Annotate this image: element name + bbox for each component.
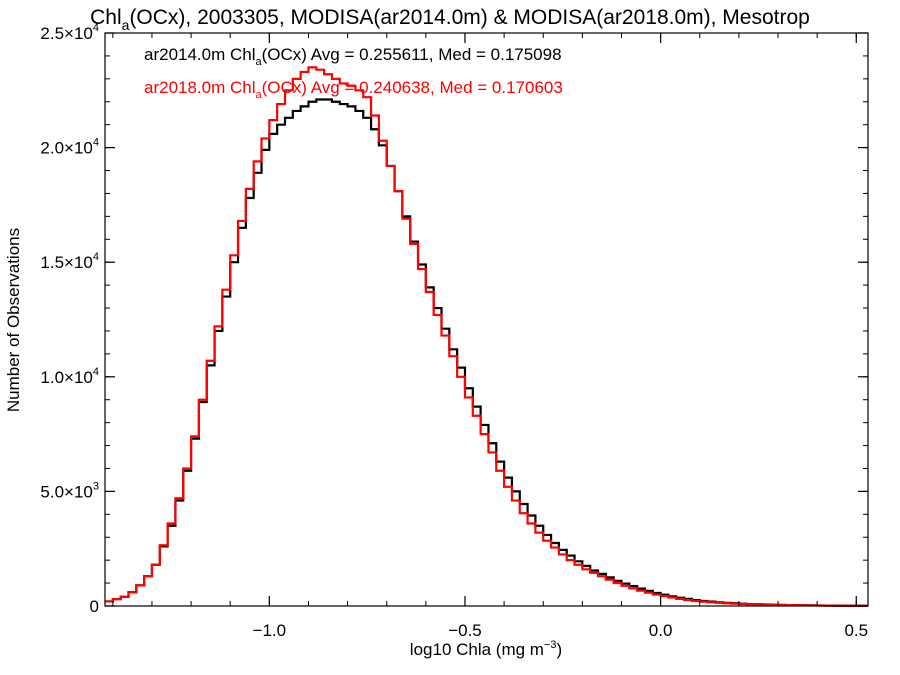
x-tick-label-1: −0.5: [448, 621, 482, 640]
y-tick-label-3: 1.5×104: [40, 251, 99, 272]
x-axis-label: log10 Chla (mg m−3): [410, 639, 562, 659]
y-tick-label-5: 2.5×104: [40, 22, 99, 43]
y-tick-label-4: 2.0×104: [40, 137, 99, 158]
chart-title-pre: Chl: [90, 6, 122, 29]
y-axis-label: Number of Observations: [4, 228, 23, 412]
legend-entry-ar2018-post: (OCx) Avg = 0.240638, Med = 0.170603: [262, 78, 563, 97]
legend-entry-ar2018: ar2018.0m Chla(OCx) Avg = 0.240638, Med …: [144, 78, 563, 101]
x-axis-label-pre: log10 Chla (mg m: [410, 640, 544, 659]
x-tick-label-0: −1.0: [253, 621, 287, 640]
x-tick-label-3: 0.5: [844, 621, 868, 640]
y-tick-label-1: 5.0×103: [40, 480, 99, 501]
series-layer: [105, 66, 868, 607]
legend-entry-ar2018-pre: ar2018.0m Chl: [144, 78, 256, 97]
x-tick-label-2: 0.0: [649, 621, 673, 640]
ticks-layer: −1.0 −0.5 0.0 0.5 0 5.0×103 1.0×104 1.5×104 2.0×…: [40, 22, 868, 640]
legend-entry-ar2014: ar2014.0m Chla(OCx) Avg = 0.255611, Med …: [144, 45, 562, 68]
legend-entry-ar2018-sub: a: [256, 89, 263, 101]
chart-title: Chla(OCx), 2003305, MODISA(ar2014.0m) & …: [90, 6, 810, 33]
chart-title-post: (OCx), 2003305, MODISA(ar2014.0m) & MODI…: [129, 6, 809, 29]
legend-entry-ar2014-pre: ar2014.0m Chl: [144, 45, 256, 64]
x-axis-label-post: ): [557, 640, 563, 659]
legend-entry-ar2014-post: (OCx) Avg = 0.255611, Med = 0.175098: [262, 45, 562, 64]
plot-frame: [104, 32, 869, 607]
y-tick-label-0: 0: [90, 597, 99, 616]
x-axis-label-sup: −3: [544, 639, 557, 651]
series-line-ar2018-0m: [105, 66, 868, 607]
legend-entry-ar2014-sub: a: [256, 56, 263, 68]
series-line-ar2014-0m: [105, 98, 868, 607]
y-tick-label-2: 1.0×104: [40, 366, 99, 387]
chart-title-sub: a: [122, 17, 130, 33]
